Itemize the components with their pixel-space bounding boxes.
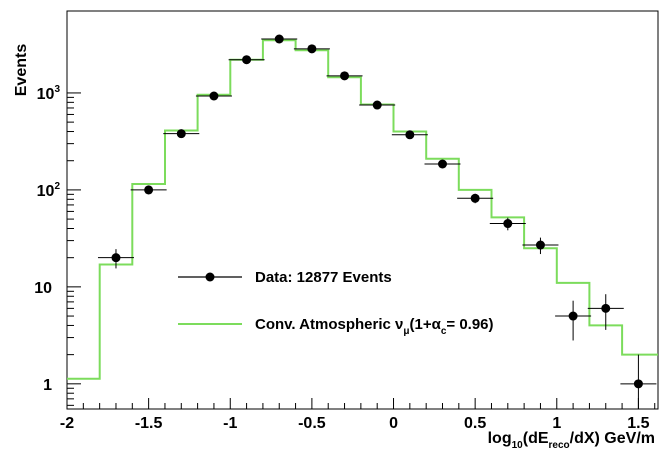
x-tick-label: -1	[223, 415, 237, 432]
data-points	[97, 34, 657, 409]
x-tick-label: 0	[389, 415, 398, 432]
data-point	[424, 159, 461, 169]
data-point	[457, 193, 494, 204]
data-point-marker	[633, 379, 643, 389]
data-point-marker	[568, 311, 578, 321]
data-point-marker	[372, 100, 382, 110]
data-point	[97, 249, 134, 269]
data-point-marker	[503, 219, 513, 229]
data-point	[293, 44, 330, 54]
data-point-marker	[242, 55, 252, 65]
legend-data-label: Data: 12877 Events	[255, 269, 392, 286]
y-tick-label: 1	[43, 377, 52, 394]
y-tick-label: 102	[37, 181, 61, 200]
data-point	[326, 71, 363, 81]
data-point	[555, 300, 592, 341]
data-point	[261, 34, 298, 44]
y-axis-title: Events	[13, 44, 30, 97]
data-point-marker	[144, 185, 154, 195]
x-tick-label: 1	[552, 415, 561, 432]
legend-mc-label: Conv. Atmospheric νμ(1+αc= 0.96)	[255, 316, 494, 337]
data-point	[359, 100, 396, 110]
data-point-marker	[601, 303, 611, 313]
axes: -2 -1.5 -1 -0.5 0 0.5 1 1.5 1 10 102 103	[34, 84, 656, 432]
data-point	[522, 237, 559, 255]
data-point	[587, 294, 624, 330]
data-point-marker	[437, 159, 447, 169]
x-tick-label: -0.5	[298, 415, 326, 432]
data-point-marker	[274, 34, 284, 44]
x-tick-label: 1.5	[627, 415, 649, 432]
data-point-marker	[209, 91, 219, 101]
data-point-marker	[405, 130, 415, 140]
data-point	[489, 217, 526, 231]
data-point-marker	[307, 44, 317, 54]
data-point	[130, 185, 167, 195]
data-point-marker	[535, 240, 545, 250]
legend: Data: 12877 Events Conv. Atmospheric νμ(…	[178, 269, 494, 337]
data-point-marker	[470, 193, 480, 203]
data-point-marker	[340, 71, 350, 81]
y-tick-label: 10	[34, 280, 52, 297]
data-point-marker	[111, 253, 121, 263]
x-tick-label: -1.5	[135, 415, 163, 432]
plot-frame	[66, 10, 659, 410]
mc-histogram	[67, 39, 658, 380]
x-tick-label: -2	[60, 415, 74, 432]
legend-data-marker	[205, 272, 215, 282]
x-tick-label: 0.5	[464, 415, 486, 432]
data-point	[228, 55, 265, 65]
data-point	[391, 130, 428, 140]
data-point	[195, 91, 232, 101]
mc-step-line	[67, 39, 658, 380]
data-point	[163, 129, 200, 139]
data-point-marker	[176, 129, 186, 139]
x-axis-title: log10(dEreco/dX) GeV/m	[488, 430, 655, 451]
y-tick-label: 103	[37, 84, 61, 103]
